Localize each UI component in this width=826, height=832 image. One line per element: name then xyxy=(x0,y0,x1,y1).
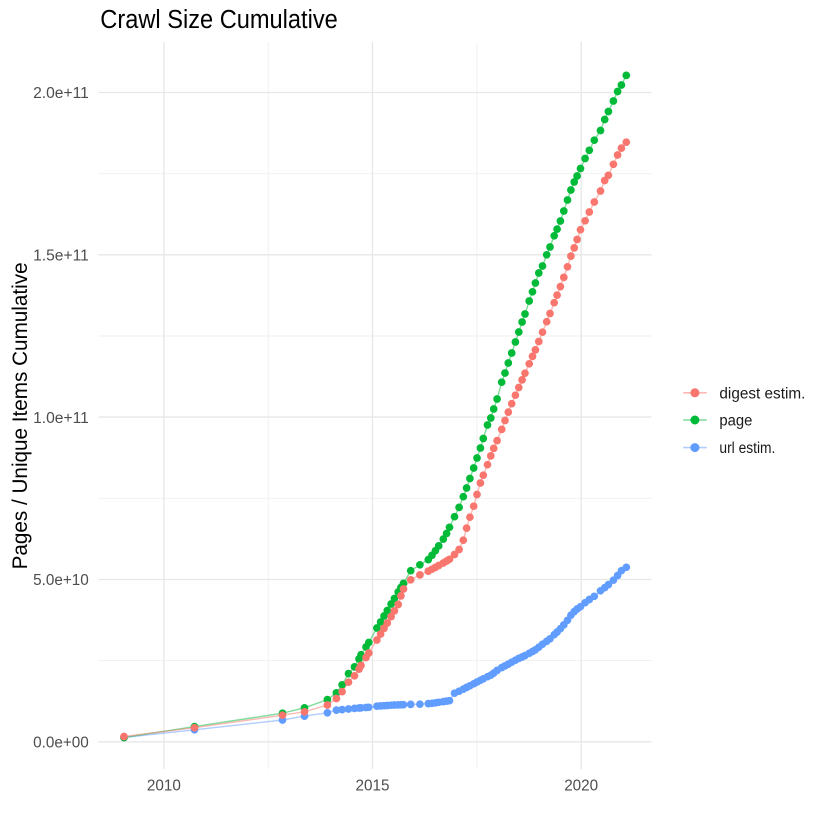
svg-text:2.0e+11: 2.0e+11 xyxy=(33,85,89,102)
svg-text:page: page xyxy=(719,413,752,430)
svg-text:5.0e+10: 5.0e+10 xyxy=(33,572,89,589)
svg-text:2010: 2010 xyxy=(147,777,181,794)
svg-text:2015: 2015 xyxy=(356,777,390,794)
svg-text:1.5e+11: 1.5e+11 xyxy=(33,248,89,265)
svg-text:digest estim.: digest estim. xyxy=(719,385,805,402)
svg-text:0.0e+00: 0.0e+00 xyxy=(33,735,89,752)
svg-text:1.0e+11: 1.0e+11 xyxy=(33,410,89,427)
svg-text:Pages / Unique Items Cumulativ: Pages / Unique Items Cumulative xyxy=(9,262,32,569)
svg-text:url estim.: url estim. xyxy=(719,440,775,457)
svg-text:Crawl Size Cumulative: Crawl Size Cumulative xyxy=(100,6,337,34)
svg-text:2020: 2020 xyxy=(564,777,598,794)
